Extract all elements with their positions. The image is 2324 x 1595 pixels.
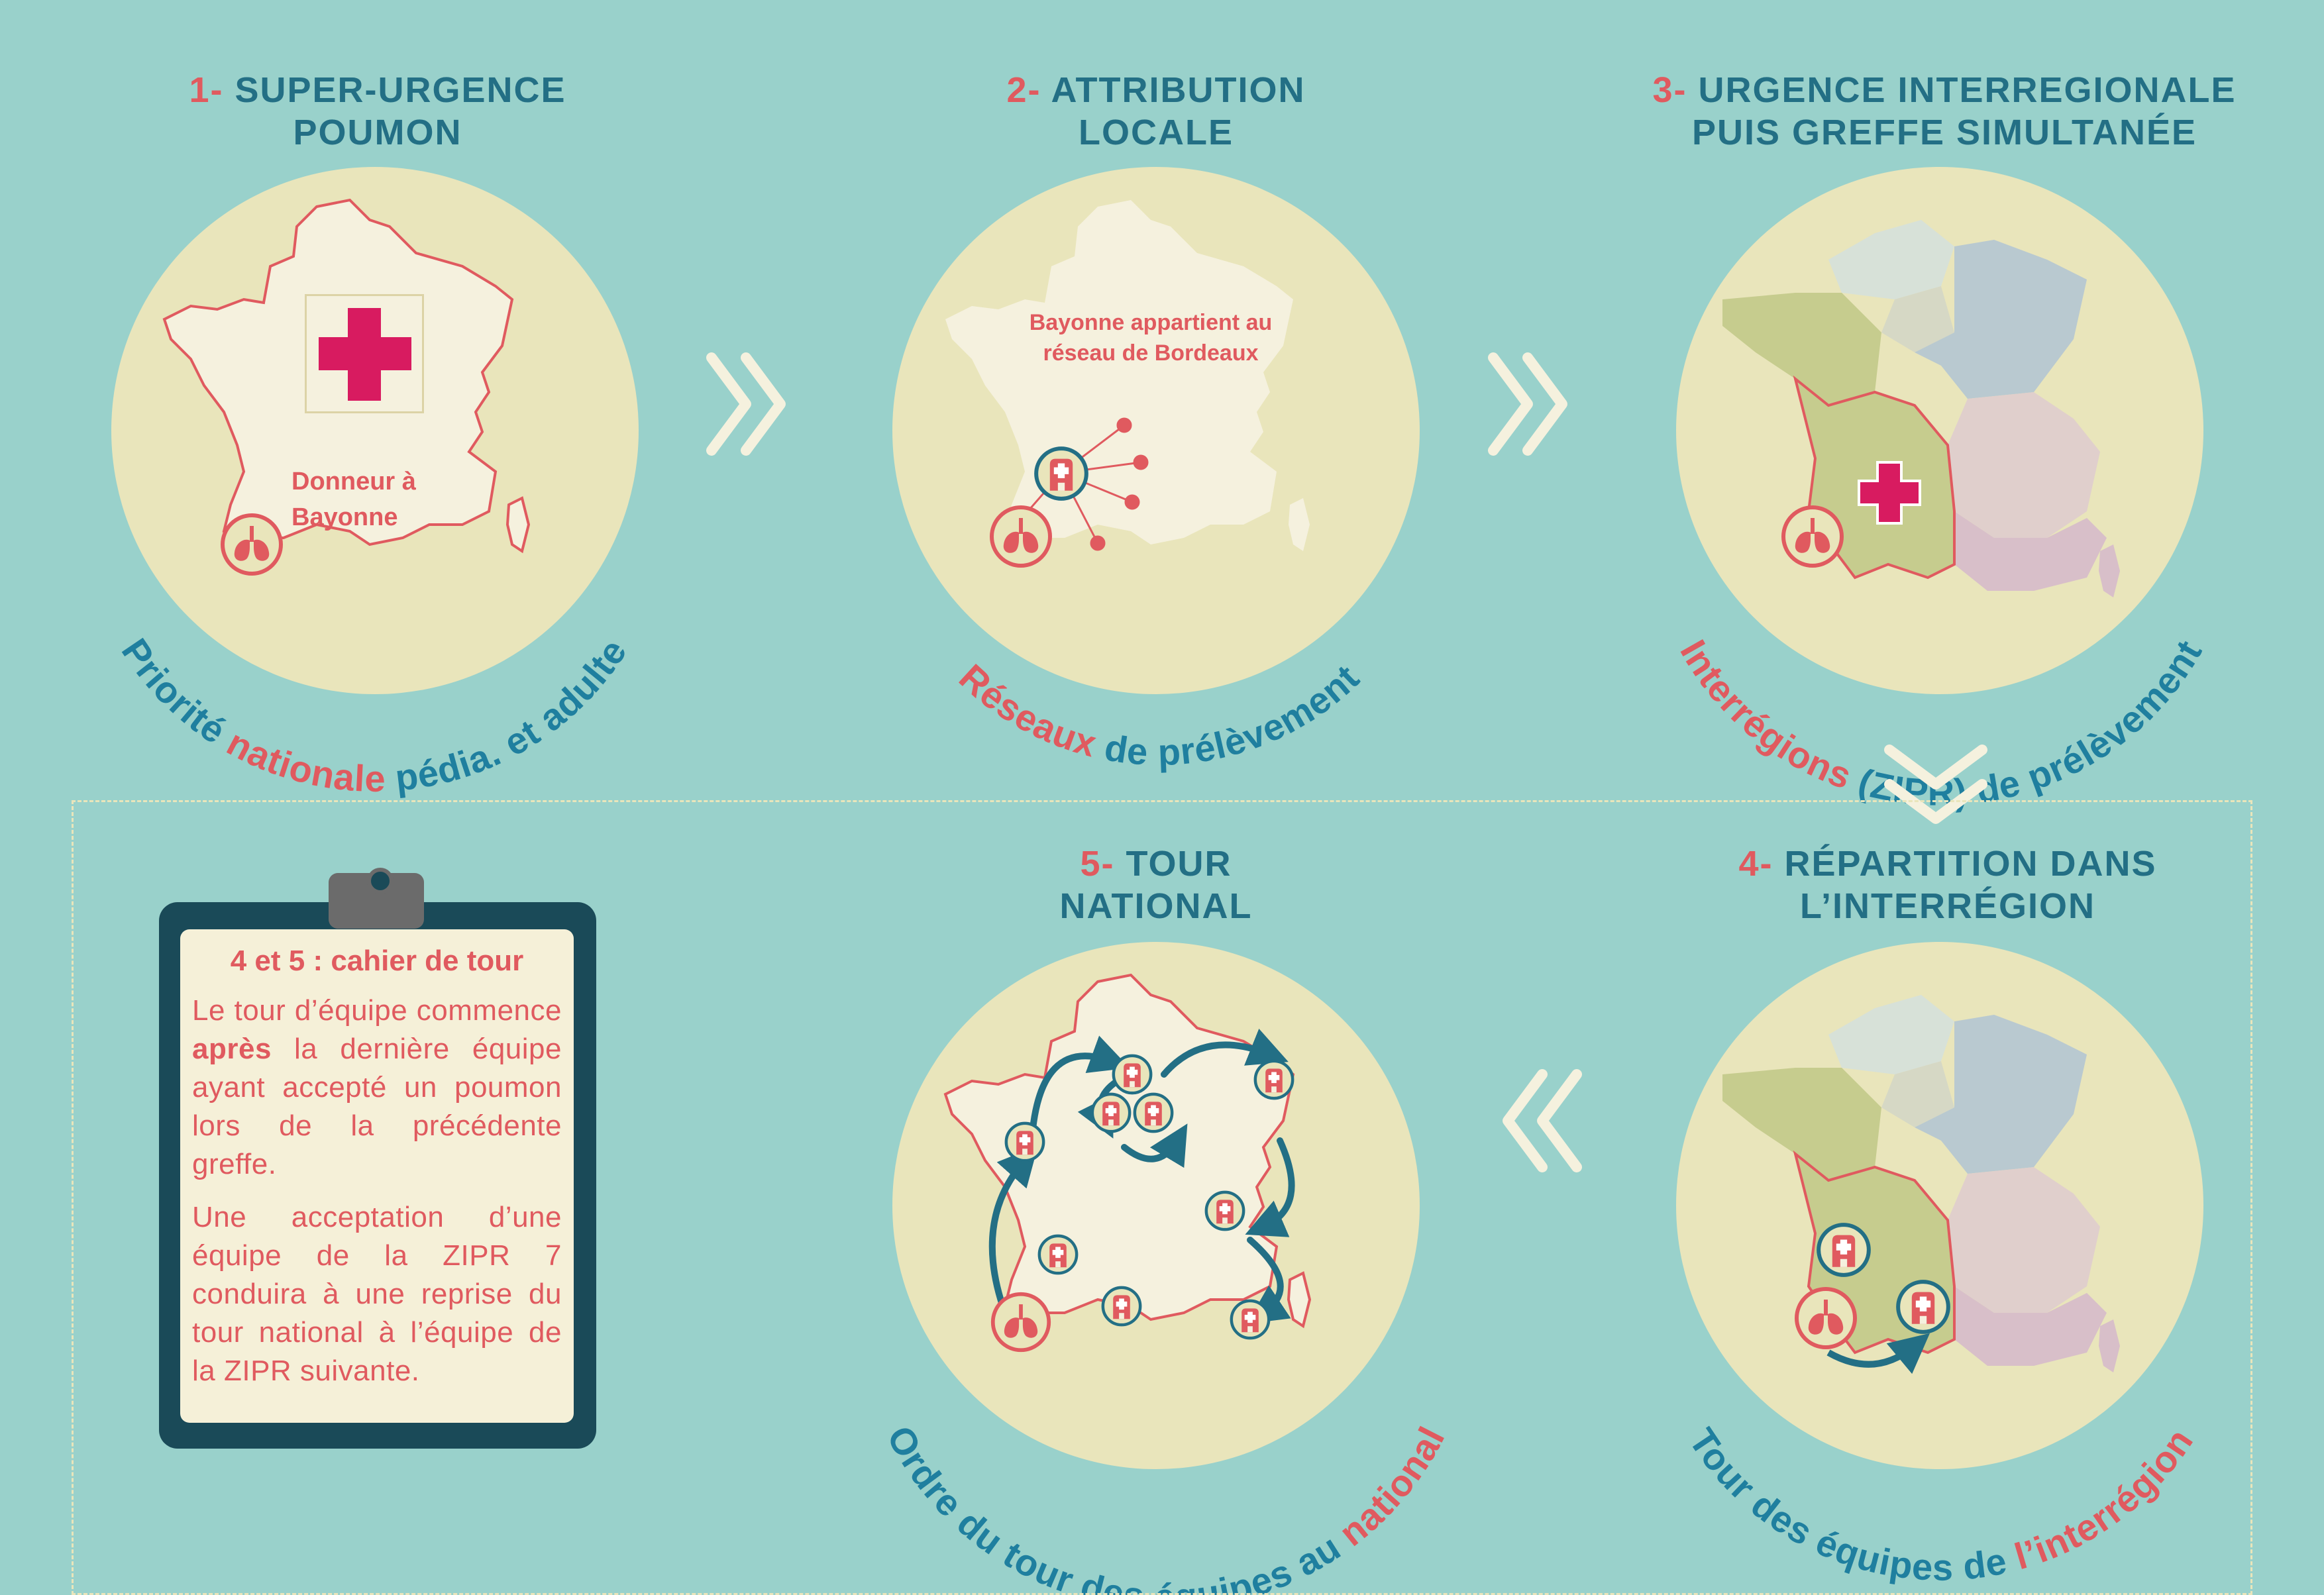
arrow-icon <box>1826 1333 1930 1374</box>
arrow-icon <box>1161 1029 1289 1078</box>
lungs-icon <box>988 503 1054 570</box>
chevron-right-icon <box>705 351 798 457</box>
step-3-title: 3- URGENCE INTERREGIONALE PUIS GREFFE SI… <box>1652 70 2237 152</box>
step-5-title: 5- TOUR NATIONAL <box>1059 844 1253 926</box>
arrow-icon <box>1245 1137 1295 1237</box>
france-map <box>944 974 1311 1327</box>
lungs-icon <box>1779 503 1846 570</box>
clipboard-clip-hole <box>367 868 394 894</box>
network-label: Bayonne appartient au réseau de Bordeaux <box>1029 310 1273 366</box>
red-cross-icon <box>305 294 424 413</box>
clipboard-paper: 4 et 5 : cahier de tour Le tour d’équipe… <box>180 929 574 1423</box>
step-1-title: 1- SUPER-URGENCE POUMON <box>189 70 566 152</box>
corsica <box>2099 544 2120 597</box>
red-cross-icon <box>1858 461 1921 525</box>
region-rhone <box>1948 392 2100 538</box>
step-1-circle: Donneur à Bayonne <box>111 167 639 694</box>
chevron-right-icon <box>1487 351 1579 457</box>
region-north <box>1828 220 1954 299</box>
regions-map <box>1722 220 2120 597</box>
region-paris <box>1881 286 1954 352</box>
hospital-icon <box>1033 445 1090 502</box>
clipboard-heading: 4 et 5 : cahier de tour <box>230 945 524 977</box>
step-5-circle <box>892 942 1420 1469</box>
step-2-circle: Bayonne appartient au réseau de Bordeaux <box>892 167 1420 694</box>
clipboard-paragraph-1: Le tour d’équipe commence après la derni… <box>192 994 562 1180</box>
clipboard-paragraph-2: Une acceptation d’une équipe de la ZIPR … <box>192 1201 562 1387</box>
arrow-icon <box>988 1145 1038 1316</box>
region-southeast <box>1954 511 2107 591</box>
step-4-circle <box>1676 942 2203 1469</box>
arrow-icon <box>1028 1035 1130 1147</box>
lungs-icon <box>219 511 285 578</box>
france-map <box>163 199 530 552</box>
region-west <box>1722 293 1881 405</box>
region-east <box>1915 240 2087 399</box>
step-2-title: 2- ATTRIBUTION LOCALE <box>1006 70 1306 152</box>
step-3-circle <box>1676 167 2203 694</box>
donor-label: Donneur à Bayonne <box>291 468 416 531</box>
step-4-title: 4- RÉPARTITION DANS L’INTERRÉGION <box>1738 844 2157 926</box>
france-map <box>945 200 1310 551</box>
arrow-icon <box>1247 1237 1291 1324</box>
arrow-icon <box>1121 1123 1188 1168</box>
